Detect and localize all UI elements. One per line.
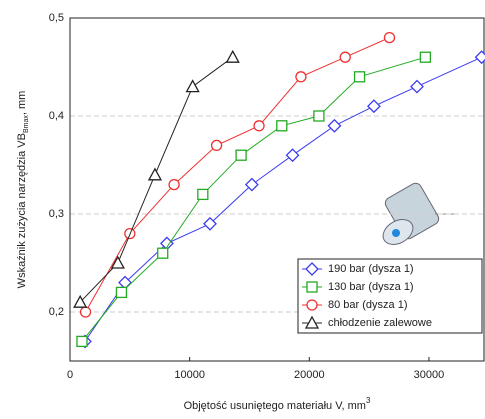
data-point: [79, 306, 92, 318]
legend-marker: [304, 315, 320, 329]
y-tick-label: 0,5: [49, 12, 64, 24]
data-point: [353, 71, 366, 83]
data-point: [383, 31, 396, 44]
data-point: [295, 71, 307, 83]
data-point: [327, 118, 342, 133]
x-axis-label-main: Objętość usuniętego materiału V, mm: [184, 400, 366, 412]
legend-marker: [306, 281, 318, 293]
data-point: [147, 167, 163, 181]
data-point: [168, 178, 180, 191]
legend-marker: [306, 299, 318, 311]
data-point: [235, 149, 247, 161]
y-tick-label: 0,2: [49, 306, 64, 318]
data-point: [339, 51, 351, 63]
data-point: [313, 110, 325, 122]
data-point: [73, 294, 88, 308]
data-point: [203, 216, 217, 231]
data-point: [474, 50, 485, 65]
data-point: [244, 177, 259, 192]
data-point: [115, 286, 128, 299]
data-point: [210, 139, 223, 152]
data-point: [110, 255, 125, 269]
y-tick-label: 0,4: [49, 110, 64, 122]
legend-label: chłodzenie zalewowe: [328, 317, 432, 329]
x-tick-label: 20000: [294, 369, 325, 381]
data-point: [76, 335, 88, 348]
y-axis-label-unit: , mm: [16, 91, 28, 115]
legend-label: 80 bar (dysza 1): [328, 299, 407, 311]
series-line: [84, 56, 482, 342]
data-point: [285, 148, 300, 163]
legend-label: 190 bar (dysza 1): [328, 263, 414, 275]
data-point: [157, 247, 169, 259]
tool-icon: [382, 182, 455, 245]
data-point: [366, 99, 381, 114]
x-tick-label: 10000: [174, 369, 205, 381]
x-tick-label: 0: [67, 369, 73, 381]
data-point: [419, 51, 432, 63]
x-tick-label: 30000: [414, 369, 445, 381]
legend-label: 130 bar (dysza 1): [328, 281, 414, 293]
data-point: [225, 49, 240, 63]
legend-marker: [305, 262, 319, 276]
data-point: [197, 188, 209, 201]
data-point: [276, 120, 288, 132]
data-point: [410, 79, 424, 94]
data-point: [185, 79, 200, 93]
y-tick-label: 0,3: [49, 208, 64, 220]
y-axis-label-sub: Bmax: [23, 115, 30, 133]
x-axis-label: Objętość usuniętego materiału V, mm3: [184, 396, 371, 412]
x-axis-label-sup: 3: [366, 396, 371, 405]
y-axis-label: Wskaźnik zużycia narzędzia VBBmax, mm: [16, 91, 30, 289]
plot-frame: [69, 17, 485, 362]
y-axis-label-main: Wskaźnik zużycia narzędzia VB: [16, 133, 28, 288]
legend-box: [297, 258, 483, 334]
data-point: [253, 120, 265, 132]
series-line: [85, 37, 390, 313]
